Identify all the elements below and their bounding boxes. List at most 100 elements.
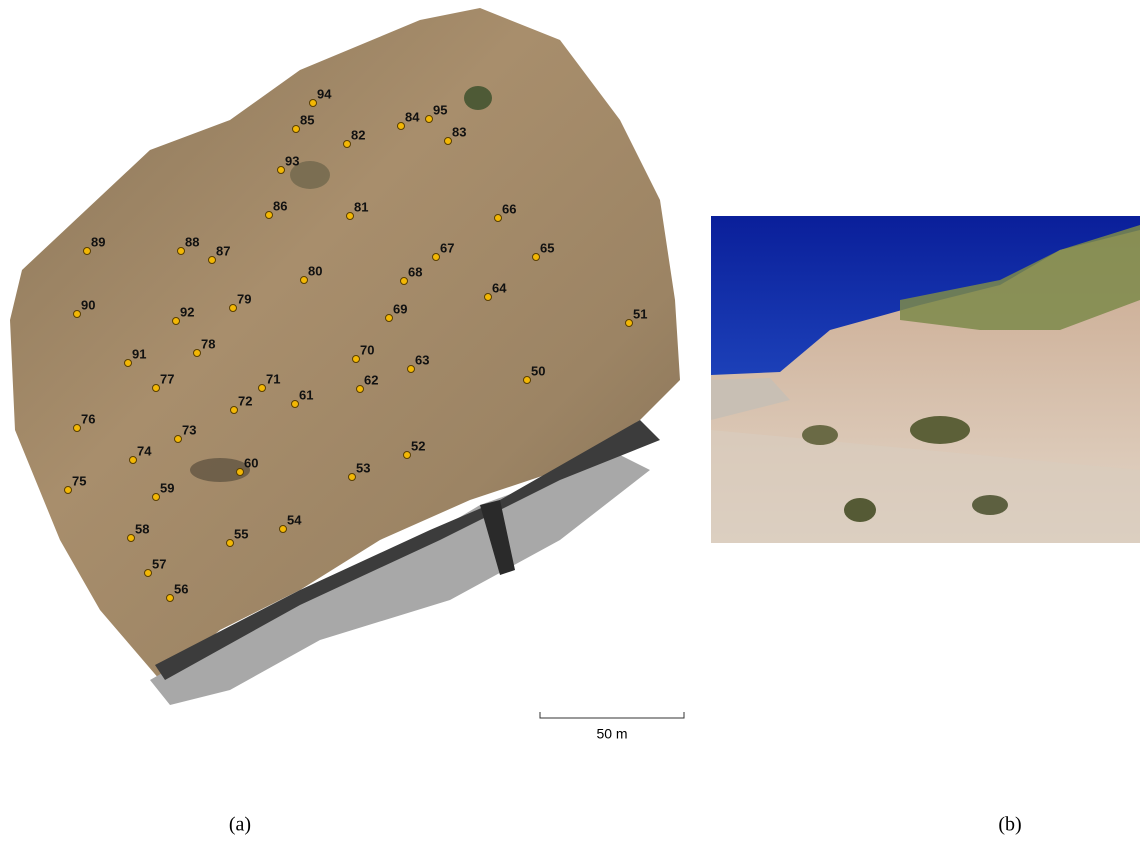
point-marker <box>144 569 152 577</box>
point-marker <box>166 594 174 602</box>
point-label: 70 <box>360 342 374 357</box>
point-label: 54 <box>287 512 302 527</box>
point-marker <box>403 451 411 459</box>
point-marker <box>277 166 285 174</box>
point-marker <box>124 359 132 367</box>
point-label: 88 <box>185 234 199 249</box>
point-label: 71 <box>266 371 280 386</box>
point-marker <box>279 525 287 533</box>
point-label: 62 <box>364 372 378 387</box>
point-label: 56 <box>174 581 188 596</box>
point-marker <box>258 384 266 392</box>
point-label: 82 <box>351 127 365 142</box>
point-marker <box>356 385 364 393</box>
point-label: 92 <box>180 304 194 319</box>
point-marker <box>444 137 452 145</box>
point-marker <box>229 304 237 312</box>
point-marker <box>265 211 273 219</box>
point-marker <box>432 253 440 261</box>
point-marker <box>291 400 299 408</box>
point-marker <box>484 293 492 301</box>
point-label: 78 <box>201 336 215 351</box>
point-marker <box>177 247 185 255</box>
point-label: 94 <box>317 86 332 101</box>
point-label: 87 <box>216 243 230 258</box>
point-label: 81 <box>354 199 368 214</box>
point-label: 50 <box>531 363 545 378</box>
point-label: 74 <box>137 443 152 458</box>
point-marker <box>407 365 415 373</box>
point-marker <box>208 256 216 264</box>
point-label: 61 <box>299 387 313 402</box>
point-marker <box>397 122 405 130</box>
point-label: 72 <box>238 393 252 408</box>
point-marker <box>494 214 502 222</box>
point-marker <box>523 376 531 384</box>
point-marker <box>425 115 433 123</box>
field-photo <box>711 216 1140 543</box>
point-marker <box>236 468 244 476</box>
point-marker <box>348 473 356 481</box>
point-label: 76 <box>81 411 95 426</box>
point-marker <box>532 253 540 261</box>
point-marker <box>152 493 160 501</box>
point-label: 57 <box>152 556 166 571</box>
point-label: 69 <box>393 301 407 316</box>
point-marker <box>300 276 308 284</box>
point-marker <box>152 384 160 392</box>
caption-b: (b) <box>998 814 1021 836</box>
point-marker <box>309 99 317 107</box>
point-label: 84 <box>405 109 420 124</box>
point-label: 63 <box>415 352 429 367</box>
point-label: 85 <box>300 112 314 127</box>
point-label: 91 <box>132 346 146 361</box>
point-marker <box>172 317 180 325</box>
point-marker <box>64 486 72 494</box>
point-marker <box>625 319 633 327</box>
point-label: 53 <box>356 460 370 475</box>
point-marker <box>352 355 360 363</box>
point-label: 90 <box>81 297 95 312</box>
point-marker <box>73 310 81 318</box>
point-marker <box>129 456 137 464</box>
point-marker <box>83 247 91 255</box>
point-label: 73 <box>182 422 196 437</box>
point-label: 77 <box>160 371 174 386</box>
point-label: 80 <box>308 263 322 278</box>
point-label: 66 <box>502 201 516 216</box>
point-marker <box>343 140 351 148</box>
point-label: 55 <box>234 526 248 541</box>
point-label: 83 <box>452 124 466 139</box>
point-marker <box>174 435 182 443</box>
point-marker <box>385 314 393 322</box>
point-label: 52 <box>411 438 425 453</box>
point-label: 86 <box>273 198 287 213</box>
point-label: 65 <box>540 240 554 255</box>
point-label: 60 <box>244 455 258 470</box>
scale-bar: 50 m <box>539 712 685 742</box>
point-label: 59 <box>160 480 174 495</box>
orthophoto <box>10 8 680 705</box>
point-marker <box>226 539 234 547</box>
point-label: 95 <box>433 102 447 117</box>
point-marker <box>193 349 201 357</box>
point-label: 89 <box>91 234 105 249</box>
point-marker <box>346 212 354 220</box>
point-marker <box>127 534 135 542</box>
point-marker <box>400 277 408 285</box>
caption-a: (a) <box>229 814 251 836</box>
point-label: 67 <box>440 240 454 255</box>
point-marker <box>292 125 300 133</box>
point-marker <box>230 406 238 414</box>
point-label: 79 <box>237 291 251 306</box>
point-label: 68 <box>408 264 422 279</box>
point-label: 93 <box>285 153 299 168</box>
point-label: 75 <box>72 473 86 488</box>
point-marker <box>73 424 81 432</box>
point-label: 51 <box>633 306 647 321</box>
point-label: 58 <box>135 521 149 536</box>
scale-label: 50 m <box>596 726 627 742</box>
